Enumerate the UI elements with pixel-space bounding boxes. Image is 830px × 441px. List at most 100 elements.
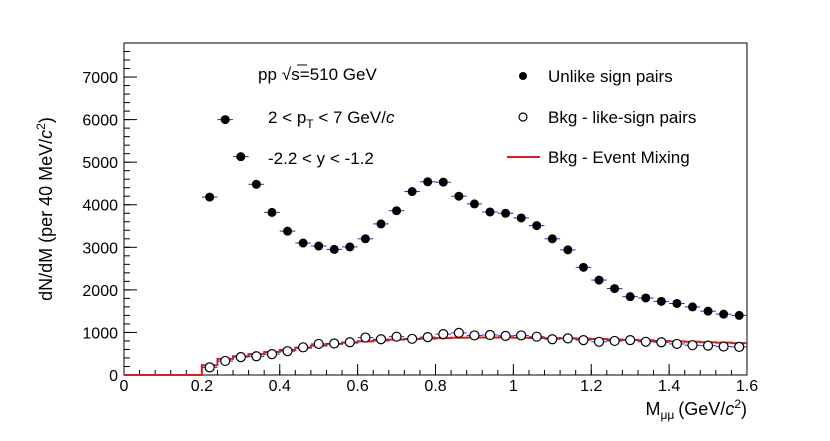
like-sign-point [640, 336, 651, 347]
like-sign-point [422, 332, 433, 343]
unlike-sign-point [360, 234, 370, 244]
like-sign-point [593, 336, 605, 347]
like-sign-point [671, 338, 683, 350]
like-sign-point [360, 332, 371, 343]
like-sign-point [251, 351, 262, 362]
unlike-sign-point [283, 226, 293, 236]
legend-marker-like-sign [518, 112, 528, 122]
y-axis-label: dN/dM (per 40 MeV/c2) [34, 117, 56, 301]
y-tick-label: 1000 [82, 325, 118, 342]
like-sign-point [266, 349, 278, 360]
x-tick-label: 0.6 [347, 378, 369, 395]
unlike-sign-point [641, 293, 651, 303]
x-tick-label: 0.8 [424, 378, 446, 395]
unlike-sign-point [672, 298, 682, 308]
unlike-sign-point [734, 310, 744, 320]
legend-label-like-sign: Bkg - like-sign pairs [548, 108, 696, 127]
x-tick-label: 0.2 [191, 378, 213, 395]
unlike-sign-point [563, 245, 573, 255]
like-sign-point [282, 346, 293, 357]
like-sign-point [734, 341, 745, 353]
unlike-sign-point [625, 292, 635, 302]
like-sign-point [656, 337, 667, 348]
y-tick-label: 7000 [82, 70, 118, 87]
unlike-sign-point [438, 177, 448, 187]
plot-frame [123, 42, 748, 376]
like-sign-point [625, 334, 636, 346]
y-tick-label: 0 [109, 368, 118, 385]
like-sign-point [547, 334, 558, 345]
unlike-sign-point [220, 115, 230, 125]
like-sign-point [313, 338, 324, 350]
like-sign-point [562, 333, 573, 344]
y-tick-label: 6000 [82, 113, 118, 130]
like-sign-point [407, 333, 418, 344]
unlike-sign-point [329, 244, 339, 254]
like-sign-point [344, 337, 355, 348]
unlike-sign-point [501, 208, 511, 218]
x-tick-label: 1.4 [658, 378, 680, 395]
unlike-sign-point [578, 262, 588, 272]
unlike-sign-point [594, 275, 604, 285]
unlike-sign-point [485, 207, 495, 217]
legend: Unlike sign pairs Bkg - like-sign pairs … [507, 67, 696, 167]
x-tick-label: 0 [120, 378, 129, 395]
like-sign-point [204, 362, 215, 373]
annotation-energy: pp √s=510 GeV [258, 65, 377, 84]
x-tick-label: 1 [509, 378, 518, 395]
unlike-sign-point [719, 309, 729, 319]
unlike-sign-point [407, 187, 417, 197]
unlike-sign-point [376, 219, 386, 229]
unlike-sign-point [392, 206, 402, 216]
axes: 0 0.2 0.4 0.6 0.8 1 1.2 1.4 1.6 0 1000 2000 3000 4000… [82, 42, 758, 395]
like-sign-point [609, 335, 620, 347]
unlike-sign-point [423, 177, 433, 187]
like-sign-point [298, 342, 309, 353]
unlike-sign-point [687, 302, 697, 312]
like-sign-point [453, 327, 464, 338]
annotation-rapidity: -2.2 < y < -1.2 [268, 149, 374, 168]
x-axis-label: Mμμ (GeV/c2) [645, 397, 747, 422]
like-sign-point [438, 329, 449, 340]
like-sign-point [391, 331, 402, 342]
like-sign-point [500, 330, 511, 341]
legend-label-unlike-sign: Unlike sign pairs [548, 67, 673, 86]
x-tick-label: 0.4 [269, 378, 291, 395]
like-sign-point [702, 340, 714, 351]
x-tick-label: 1.6 [736, 378, 758, 395]
unlike-sign-point [547, 234, 557, 244]
unlike-sign-point [298, 238, 308, 248]
like-sign-point [375, 334, 387, 345]
like-sign-point [687, 340, 698, 351]
unlike-sign-point [205, 192, 215, 202]
unlike-sign-point [454, 191, 464, 201]
y-tick-label: 3000 [82, 240, 118, 257]
x-tick-label: 1.2 [580, 378, 602, 395]
unlike-sign-point [516, 213, 526, 223]
like-sign-point [235, 352, 246, 363]
legend-label-event-mixing: Bkg - Event Mixing [548, 148, 690, 167]
unlike-sign-point [656, 296, 666, 306]
series [124, 115, 747, 376]
like-sign-point [484, 329, 496, 341]
unlike-sign-point [532, 221, 542, 231]
unlike-sign-point [345, 242, 355, 252]
plot-area [123, 42, 748, 376]
y-tick-label: 5000 [82, 155, 118, 172]
unlike-sign-point [703, 306, 713, 316]
like-sign-point [531, 331, 542, 342]
like-sign-point [329, 338, 340, 349]
unlike-sign-point [267, 207, 277, 217]
like-sign-point [578, 334, 589, 346]
unlike-sign-point [610, 284, 620, 294]
annotation-pt-range: 2 < pT < 7 GeV/c [268, 108, 395, 131]
y-tick-label: 2000 [82, 283, 118, 300]
like-sign-point [718, 341, 729, 352]
unlike-sign-point [251, 179, 261, 189]
like-sign-point [220, 355, 231, 367]
unlike-sign-point [314, 241, 324, 251]
unlike-sign-point [236, 152, 246, 162]
like-sign-point [516, 330, 527, 341]
unlike-sign-point [469, 199, 479, 209]
